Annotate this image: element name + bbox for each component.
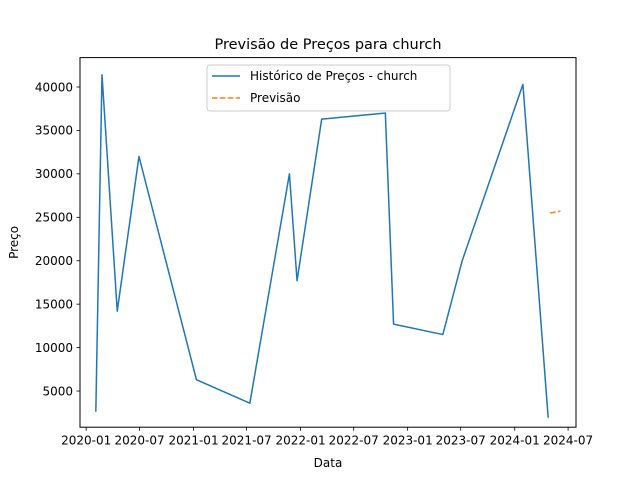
y-tick-label: 40000 bbox=[35, 80, 73, 94]
legend-box bbox=[206, 64, 451, 112]
y-axis: 5000 10000 15000 20000 25000 30000 35000 40000 bbox=[35, 80, 80, 398]
x-axis: 2020-01 2020-07 2021-01 2021-07 2022-01 2022-… bbox=[61, 427, 593, 448]
axes-frame bbox=[79, 57, 577, 428]
legend-label-history: Histórico de Preços - church bbox=[250, 69, 417, 83]
y-tick-label: 15000 bbox=[35, 297, 73, 311]
y-tick-label: 20000 bbox=[35, 254, 73, 268]
x-tick-label: 2020-01 bbox=[61, 434, 111, 448]
plot-area bbox=[95, 74, 561, 418]
x-tick-label: 2020-07 bbox=[114, 434, 164, 448]
y-tick-label: 5000 bbox=[42, 384, 73, 398]
y-tick-label: 25000 bbox=[35, 211, 73, 225]
legend: Histórico de Preços - church Previsão bbox=[206, 64, 451, 112]
x-tick-label: 2022-01 bbox=[276, 434, 326, 448]
series-line-1 bbox=[550, 210, 561, 214]
x-tick-label: 2024-01 bbox=[490, 434, 540, 448]
legend-label-forecast: Previsão bbox=[250, 91, 300, 105]
series-line-0 bbox=[95, 74, 549, 418]
chart-title: Previsão de Preços para church bbox=[214, 37, 441, 53]
y-tick-label: 30000 bbox=[35, 167, 73, 181]
x-tick-label: 2023-07 bbox=[436, 434, 486, 448]
x-tick-label: 2023-01 bbox=[383, 434, 433, 448]
x-tick-label: 2021-07 bbox=[222, 434, 272, 448]
y-tick-label: 10000 bbox=[35, 341, 73, 355]
y-tick-label: 35000 bbox=[35, 124, 73, 138]
y-axis-label: Preço bbox=[7, 226, 21, 259]
x-tick-label: 2022-07 bbox=[329, 434, 379, 448]
x-axis-label: Data bbox=[314, 456, 343, 470]
x-tick-label: 2024-07 bbox=[543, 434, 593, 448]
x-tick-label: 2021-01 bbox=[168, 434, 218, 448]
